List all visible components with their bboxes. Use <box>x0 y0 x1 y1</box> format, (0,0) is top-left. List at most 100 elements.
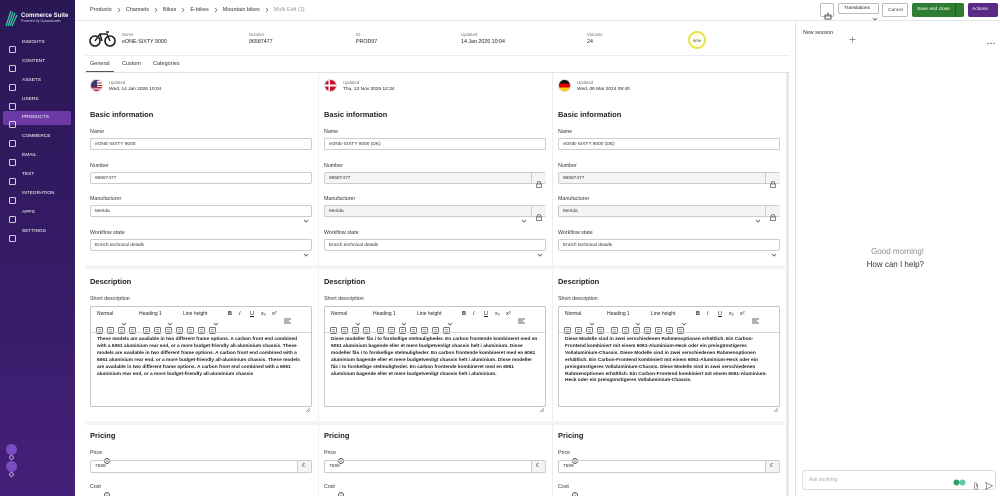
align-icon <box>518 311 525 324</box>
nav-item[interactable]: EMAIL <box>3 149 71 166</box>
sidebar-round-button[interactable] <box>6 444 17 460</box>
editor-format[interactable]: x² <box>506 311 511 317</box>
cancel-button[interactable]: Cancel <box>882 3 908 17</box>
translations-button[interactable]: Translations <box>838 3 879 21</box>
editor-format[interactable]: I <box>239 311 241 317</box>
nav-icon <box>9 210 16 223</box>
nav-item[interactable]: TEST <box>3 168 71 185</box>
sidebar-round-button[interactable] <box>6 461 17 477</box>
nav-icon <box>9 172 16 185</box>
actions-button[interactable]: Actions <box>968 3 998 21</box>
nav-item[interactable]: SETTINGS <box>3 225 71 242</box>
tab[interactable]: Custom <box>122 61 141 67</box>
field[interactable]: 7599 € <box>90 460 312 473</box>
field[interactable]: Enrich technical details <box>324 239 546 257</box>
editor-style[interactable]: Normal <box>97 311 114 317</box>
tab[interactable]: General <box>90 61 110 67</box>
field-label: Manufacturer <box>558 196 590 202</box>
nav-item[interactable]: INTEGRATION <box>3 187 71 204</box>
field[interactable]: Enrich technical details <box>90 239 312 257</box>
breadcrumb-item[interactable]: Products <box>90 7 112 13</box>
session-title[interactable]: New session <box>803 30 834 36</box>
editor-format[interactable]: U <box>484 311 488 317</box>
editor-heading[interactable]: Heading 1 <box>373 311 396 317</box>
nav-item[interactable]: INSIGHTS <box>3 36 71 53</box>
tab[interactable]: Categories <box>153 61 180 67</box>
completeness-ring: 60% <box>688 31 706 49</box>
updated-value: Wed, 14 Jan 2026 10:04 <box>109 87 162 92</box>
chat-input[interactable]: Ask anything <box>802 470 996 491</box>
field-label: Manufacturer <box>90 196 122 202</box>
breadcrumb-item[interactable]: Mountain bikes <box>222 7 260 13</box>
field[interactable]: eONE-SIXTY 9000 (DE) <box>558 138 780 150</box>
editor-tool-icon-svg <box>176 327 183 334</box>
editor-format[interactable]: I <box>707 311 709 317</box>
assistant-badge <box>953 473 967 486</box>
editor-format[interactable]: x² <box>740 311 745 317</box>
field[interactable]: Enrich technical details <box>558 239 780 257</box>
save-button[interactable]: Save and close <box>912 3 964 21</box>
chevron <box>167 313 173 326</box>
flag <box>324 79 337 92</box>
nav-item[interactable]: USERS <box>3 93 71 110</box>
editor-line-height[interactable]: Line height <box>651 311 676 317</box>
editor-tool-icon <box>143 321 150 334</box>
nav-item[interactable]: PRODUCTS <box>3 111 71 129</box>
field-value: Merida <box>95 208 110 214</box>
icon-button[interactable] <box>820 3 834 20</box>
editor-format[interactable]: U <box>718 311 722 317</box>
breadcrumb-item[interactable]: Channels <box>125 7 149 13</box>
brand: Commerce Suite <box>21 13 69 19</box>
editor-line-height[interactable]: Line height <box>417 311 442 317</box>
editor-format[interactable]: B <box>696 311 700 317</box>
editor-tool-icon-svg <box>198 327 205 334</box>
editor-format[interactable]: x² <box>272 311 277 317</box>
editor-format[interactable]: B <box>228 311 232 317</box>
chevron <box>872 8 878 21</box>
field-label: Name <box>90 129 105 135</box>
breadcrumb-separator-svg <box>154 7 158 13</box>
nav-item[interactable]: CONTENT <box>3 55 71 72</box>
currency: € <box>770 463 773 469</box>
breadcrumb-item[interactable]: Bikes <box>162 7 177 13</box>
editor-toolbar-divider <box>325 332 545 333</box>
chevron-svg <box>355 322 361 326</box>
field-value: 96587477 <box>563 175 585 181</box>
completeness-value: 60% <box>693 38 702 43</box>
section-title: Basic information <box>558 110 622 119</box>
editor-format[interactable]: I <box>473 311 475 317</box>
nav-icon <box>9 153 16 166</box>
editor-tool-icon-svg <box>154 327 161 334</box>
editor-format[interactable]: B <box>462 311 466 317</box>
nav-label: COMMERCE <box>22 134 51 140</box>
editor-format[interactable]: x₂ <box>261 311 266 317</box>
icon-svg <box>824 12 832 20</box>
editor-format[interactable]: U <box>250 311 254 317</box>
breadcrumb-item[interactable]: E-bikes <box>190 7 209 13</box>
editor-heading[interactable]: Heading 1 <box>139 311 162 317</box>
editor-format[interactable]: x₂ <box>729 311 734 317</box>
editor-format[interactable]: x₂ <box>495 311 500 317</box>
editor-tool-icon-svg <box>399 327 406 334</box>
editor-style[interactable]: Normal <box>565 311 582 317</box>
field[interactable]: 7599 € <box>558 460 780 473</box>
field[interactable]: 7599 € <box>324 460 546 473</box>
field[interactable]: eONE-SIXTY 9000 (DK) <box>324 138 546 150</box>
nav-item[interactable]: COMMERCE <box>3 130 71 148</box>
field[interactable]: 96587477 <box>90 172 312 184</box>
nav-item[interactable]: ASSETS <box>3 74 71 91</box>
editor-style[interactable]: Normal <box>331 311 348 317</box>
info-icon <box>104 451 110 464</box>
editor-heading[interactable]: Heading 1 <box>607 311 630 317</box>
field[interactable]: Merida <box>90 205 312 223</box>
button-label: Cancel <box>888 7 903 13</box>
editor-line-height[interactable]: Line height <box>183 311 208 317</box>
chevron <box>121 313 127 326</box>
field-label: Number <box>324 163 343 169</box>
field[interactable]: eONE-SIXTY 9000 <box>90 138 312 150</box>
nav-item[interactable]: APPS <box>3 206 71 223</box>
updated-label: Updated <box>577 80 594 85</box>
